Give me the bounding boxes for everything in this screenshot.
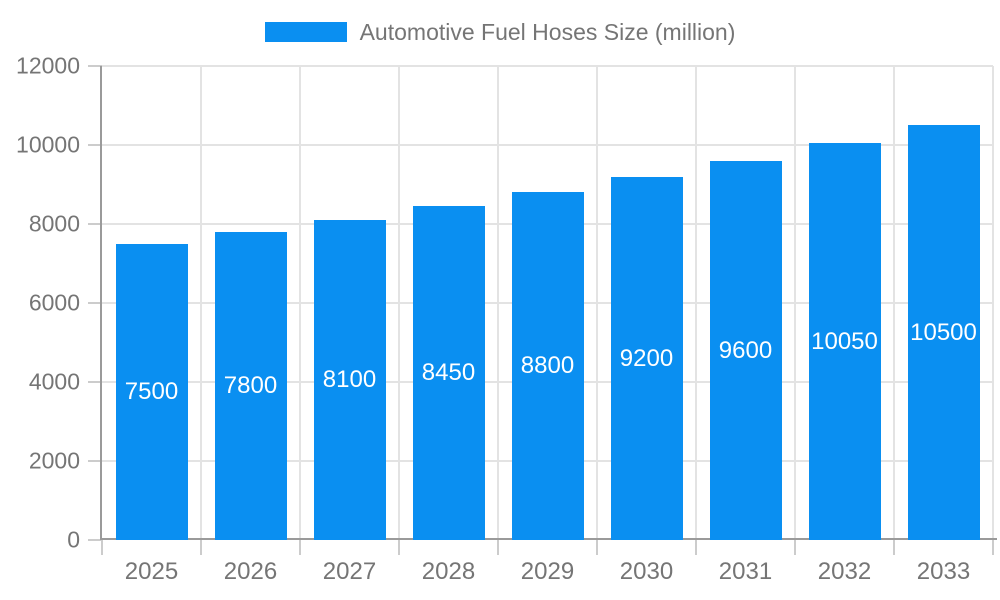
x-tick-label: 2026 [223,558,278,585]
bar: 10500 [907,125,980,540]
x-axis-tick [200,540,202,555]
x-tick-label: 2033 [916,558,971,585]
bar: 7500 [115,244,188,540]
x-gridline [794,66,796,540]
bar-value-label: 10500 [910,318,977,346]
x-tick-label: 2031 [718,558,773,585]
x-gridline [299,66,301,540]
x-axis-tick [596,540,598,555]
x-tick-label: 2025 [124,558,179,585]
y-tick-label: 4000 [28,368,80,395]
x-axis-tick [893,540,895,555]
x-axis-tick [101,540,103,555]
bar-value-label: 7500 [124,378,179,405]
bar: 9200 [610,177,683,540]
bar: 8100 [313,220,386,540]
x-gridline [497,66,499,540]
bar: 10050 [808,143,881,540]
bar-value-label: 9200 [619,344,674,372]
x-axis-tick [398,540,400,555]
bar-value-label: 8100 [322,366,377,393]
y-axis-line [100,66,102,540]
y-gridline [102,65,993,67]
x-gridline [596,66,598,540]
bar-value-label: 8450 [421,359,476,386]
bar-value-label: 9600 [718,336,773,364]
x-axis-tick [794,540,796,555]
y-tick-label: 12000 [16,52,80,79]
y-axis-tick [88,144,102,146]
bar: 8450 [412,206,485,540]
bar-value-label: 10050 [811,327,878,355]
x-axis-tick [299,540,301,555]
bar-value-label: 7800 [223,372,278,399]
y-axis-tick [88,65,102,67]
y-gridline [102,144,993,146]
y-axis-tick [88,381,102,383]
x-gridline [695,66,697,540]
bar: 7800 [214,232,287,540]
y-axis-tick [88,460,102,462]
x-axis-tick [992,540,994,555]
x-tick-label: 2032 [817,558,872,585]
y-axis-tick [88,539,102,541]
y-tick-label: 2000 [28,447,80,474]
y-tick-label: 6000 [28,289,80,316]
chart-legend-item[interactable]: Automotive Fuel Hoses Size (million) [0,18,1000,46]
x-axis-tick [695,540,697,555]
bar: 9600 [709,161,782,540]
x-tick-label: 2027 [322,558,377,585]
x-tick-label: 2030 [619,558,674,585]
legend-label: Automotive Fuel Hoses Size (million) [359,19,736,45]
y-tick-label: 10000 [16,131,80,158]
bar: 8800 [511,192,584,540]
x-axis-tick [497,540,499,555]
bar-value-label: 8800 [520,352,575,379]
x-gridline [200,66,202,540]
y-tick-label: 8000 [28,210,80,237]
x-tick-label: 2028 [421,558,476,585]
y-axis-tick [88,302,102,304]
x-gridline [398,66,400,540]
y-axis-tick [88,223,102,225]
x-gridline [893,66,895,540]
y-tick-label: 0 [67,526,80,553]
legend-swatch [264,22,347,42]
x-tick-label: 2029 [520,558,575,585]
x-gridline [992,66,994,540]
